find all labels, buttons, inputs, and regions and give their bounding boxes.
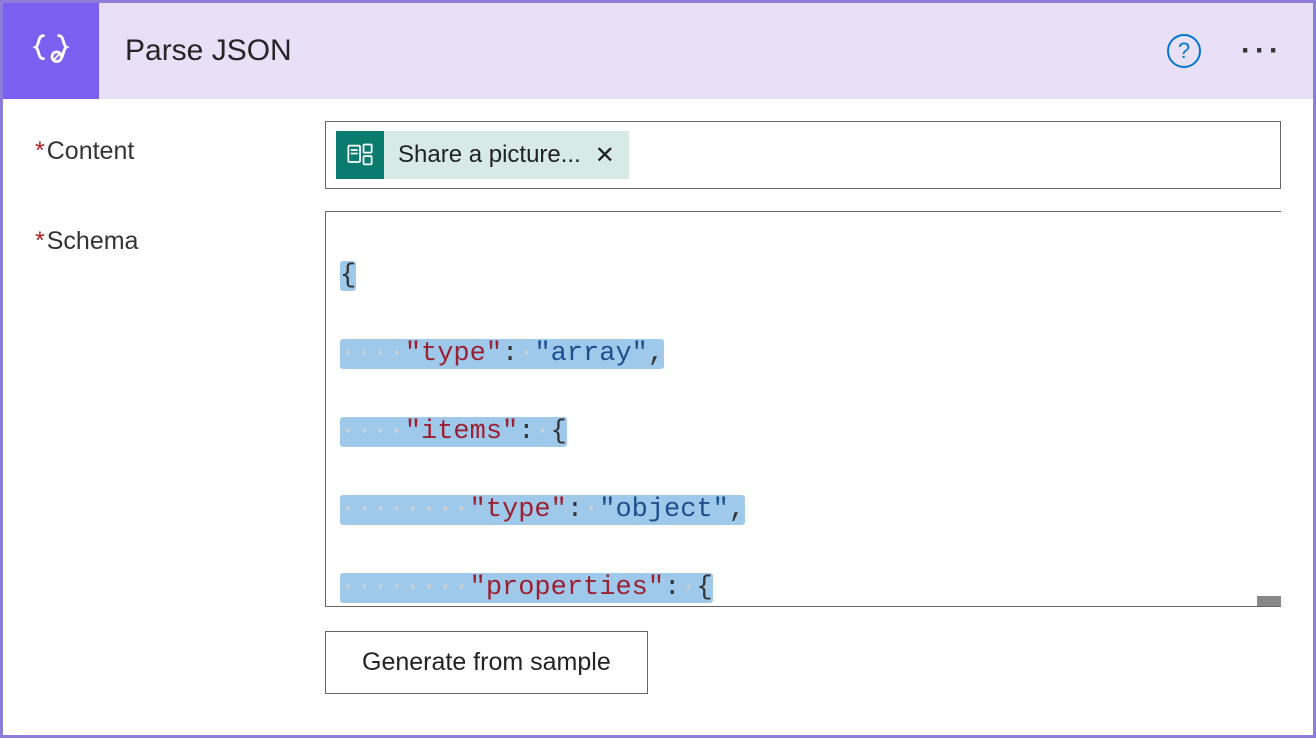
generate-from-sample-button[interactable]: Generate from sample <box>325 631 648 694</box>
token-remove-icon[interactable]: ✕ <box>595 141 615 170</box>
action-title: Parse JSON <box>125 34 292 68</box>
forms-icon <box>336 131 384 179</box>
content-label-text: Content <box>47 137 135 165</box>
parse-json-icon <box>3 3 99 99</box>
content-input[interactable]: Share a picture... ✕ <box>325 121 1281 189</box>
token-text: Share a picture... <box>398 141 581 169</box>
dynamic-content-token[interactable]: Share a picture... ✕ <box>336 131 629 179</box>
schema-label: *Schema <box>35 211 325 694</box>
action-body: *Content Share a picture... ✕ <box>3 99 1313 738</box>
action-header: Parse JSON ? ··· <box>3 3 1313 99</box>
content-label: *Content <box>35 121 325 189</box>
schema-field-row: *Schema { ····"type":·"array", ····"item… <box>35 211 1281 694</box>
schema-label-text: Schema <box>47 227 139 255</box>
schema-code: { ····"type":·"array", ····"items":·{ ··… <box>340 218 1267 607</box>
more-menu-icon[interactable]: ··· <box>1241 34 1283 68</box>
help-icon[interactable]: ? <box>1167 34 1201 68</box>
content-field-row: *Content Share a picture... ✕ <box>35 121 1281 189</box>
schema-editor[interactable]: { ····"type":·"array", ····"items":·{ ··… <box>325 211 1281 607</box>
